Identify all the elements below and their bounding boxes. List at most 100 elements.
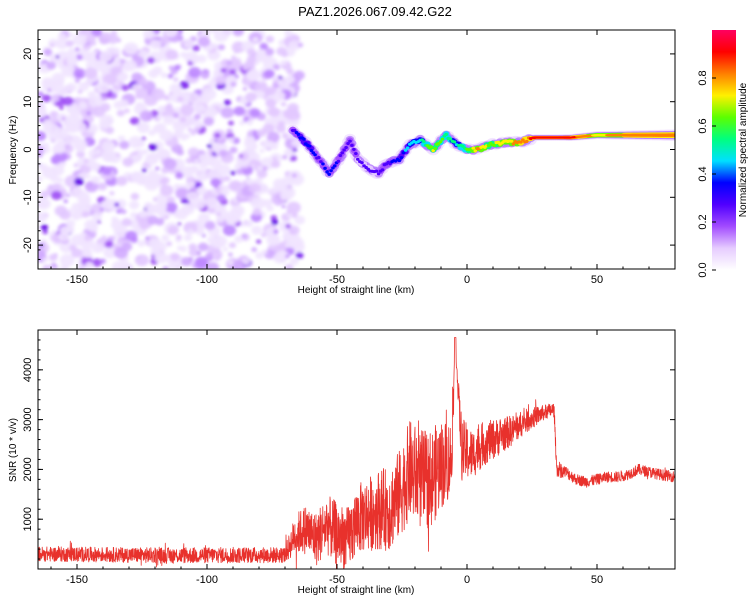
track-point: [671, 133, 675, 137]
noise-blob: [201, 87, 217, 101]
noise-blob: [286, 201, 301, 214]
noise-blob: [150, 247, 160, 256]
noise-blob: [104, 240, 114, 248]
noise-blob: [210, 177, 221, 187]
noise-blob: [290, 155, 297, 162]
noise-blob: [255, 191, 262, 196]
noise-blob: [271, 160, 281, 169]
noise-blob: [52, 143, 66, 154]
noise-blob: [128, 200, 140, 210]
noise-blob: [264, 140, 275, 149]
noise-blob: [156, 114, 163, 120]
noise-blob: [42, 122, 53, 132]
noise-blob: [199, 172, 208, 180]
colorbar-ticks: 0.0 0.2 0.4 0.6 0.8: [697, 70, 716, 278]
noise-blob: [223, 175, 231, 182]
noise-blob: [260, 232, 267, 238]
track-point: [399, 156, 404, 160]
noise-blob: [73, 68, 86, 79]
noise-blob: [207, 168, 222, 181]
noise-blob: [91, 176, 101, 184]
noise-blob: [281, 204, 286, 209]
noise-blob: [110, 30, 118, 36]
noise-blob: [130, 117, 140, 125]
noise-blob: [98, 50, 113, 63]
figure-title: PAZ1.2026.067.09.42.G22: [298, 4, 452, 19]
noise-blob: [41, 257, 48, 263]
noise-blob: [272, 156, 278, 161]
track-point: [354, 152, 358, 156]
noise-blob: [59, 254, 75, 267]
noise-blob: [51, 234, 58, 241]
noise-blob: [179, 116, 187, 123]
noise-blob: [193, 127, 200, 133]
noise-blob: [196, 186, 207, 196]
track-point: [524, 139, 529, 143]
noise-blob: [206, 262, 220, 269]
track-point: [461, 144, 465, 148]
noise-blob: [59, 210, 71, 220]
noise-blob: [46, 78, 52, 83]
noise-blob: [179, 51, 188, 58]
noise-blob: [143, 202, 154, 210]
noise-blob: [48, 253, 58, 262]
noise-blob: [92, 212, 102, 222]
noise-blob: [266, 131, 280, 143]
noise-blob: [50, 190, 63, 200]
noise-blob: [228, 252, 233, 257]
noise-blob: [116, 109, 125, 117]
noise-blob: [188, 181, 196, 187]
noise-blob: [87, 91, 96, 99]
y-tick-label: 10: [22, 96, 34, 108]
noise-blob: [150, 88, 165, 101]
noise-blob: [55, 85, 69, 97]
noise-blob: [86, 111, 91, 116]
track-point: [519, 140, 523, 144]
noise-blob: [216, 194, 226, 203]
noise-blob: [194, 103, 206, 113]
noise-blob: [252, 208, 262, 216]
noise-blob: [84, 219, 98, 231]
noise-blob: [112, 47, 121, 55]
noise-blob: [215, 215, 225, 223]
track-point: [327, 172, 332, 176]
noise-blob: [115, 176, 128, 186]
spectrogram-y-ticks: -20 -10 0 10 20: [22, 29, 675, 270]
track-point: [348, 139, 352, 143]
y-tick-label: 4000: [22, 358, 34, 382]
noise-blob: [50, 262, 57, 268]
spectrogram-noise-region: [38, 30, 306, 269]
noise-blob: [278, 76, 283, 80]
track-point: [492, 143, 497, 147]
noise-blob: [101, 166, 112, 176]
noise-blob: [122, 157, 134, 167]
noise-blob: [251, 247, 258, 253]
snr-x-axis-label: Height of straight line (km): [298, 585, 415, 596]
noise-blob: [150, 173, 160, 182]
noise-blob: [135, 101, 146, 111]
noise-blob: [121, 218, 132, 227]
noise-blob: [72, 34, 88, 46]
noise-blob: [170, 252, 180, 261]
noise-blob: [186, 191, 199, 202]
noise-blob: [121, 84, 130, 91]
x-tick-label: -100: [196, 274, 218, 286]
noise-blob: [71, 211, 82, 221]
noise-blob: [179, 80, 190, 90]
noise-blob: [38, 197, 51, 210]
noise-blob: [80, 109, 91, 118]
noise-blob: [75, 96, 81, 102]
snr-panel: -150 -100 -50 0 50 1000 2000 3000 4000 Height o…: [8, 329, 676, 596]
noise-blob: [163, 115, 175, 125]
noise-blob: [155, 166, 160, 171]
noise-blob: [277, 77, 291, 88]
noise-blob: [38, 131, 47, 142]
track-point: [329, 169, 333, 173]
noise-blob: [128, 136, 143, 149]
noise-blob: [152, 124, 163, 134]
noise-blob: [215, 212, 222, 217]
noise-blob: [198, 212, 210, 223]
noise-blob: [38, 145, 45, 156]
noise-blob: [106, 47, 113, 52]
noise-blob: [175, 172, 184, 179]
